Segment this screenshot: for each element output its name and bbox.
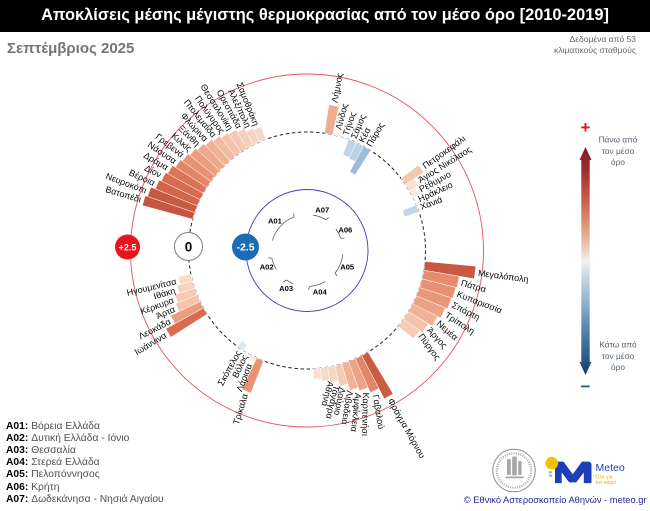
svg-text:A04: A04: [313, 288, 328, 297]
svg-text:όρο: όρο: [611, 157, 625, 167]
svg-text:Καρπενήσι: Καρπενήσι: [360, 392, 371, 436]
svg-text:Αμφίκλεια: Αμφίκλεια: [349, 392, 363, 432]
svg-text:Λήμνος: Λήμνος: [330, 71, 345, 103]
svg-text:Κάτω από: Κάτω από: [599, 340, 637, 350]
svg-text:A01: A01: [268, 217, 283, 226]
svg-text:A05: A05: [340, 263, 355, 272]
svg-text:Τρίκαλα: Τρίκαλα: [231, 393, 250, 426]
svg-text:+2.5: +2.5: [119, 243, 137, 253]
svg-text:Φράγμα Μόρνου: Φράγμα Μόρνου: [386, 397, 427, 460]
svg-text:A07: A07: [315, 205, 329, 214]
svg-text:Όλα για: Όλα για: [595, 475, 613, 481]
svg-text:όρο: όρο: [611, 362, 625, 372]
svg-text:Μεγαλόπολη: Μεγαλόπολη: [477, 268, 529, 285]
svg-text:A03: A03: [279, 284, 293, 293]
svg-text:A02: A02: [260, 262, 274, 271]
svg-text:τον μέσο: τον μέσο: [602, 351, 635, 361]
svg-text:τον μέσο: τον μέσο: [602, 146, 635, 156]
svg-text:-2.5: -2.5: [236, 242, 254, 254]
svg-text:−: −: [581, 377, 591, 396]
svg-text:Γαβαλού: Γαβαλού: [371, 394, 387, 430]
svg-text:Meteo: Meteo: [596, 462, 625, 474]
svg-text:+: +: [581, 118, 591, 137]
svg-text:A06: A06: [338, 225, 352, 234]
svg-text:Πάνω από: Πάνω από: [599, 135, 638, 145]
svg-text:0: 0: [185, 240, 193, 255]
svg-text:τον καιρό: τον καιρό: [596, 479, 617, 486]
